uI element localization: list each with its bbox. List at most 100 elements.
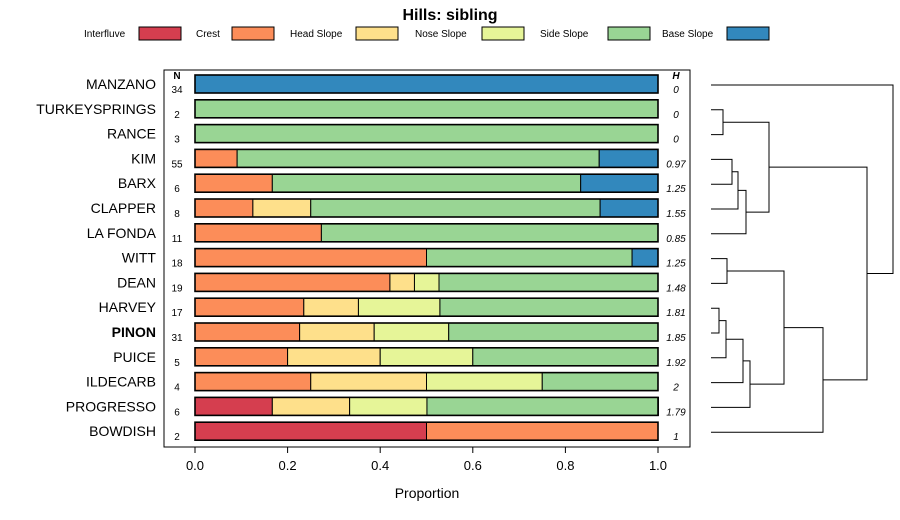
bar-segment-11-4 <box>472 347 659 367</box>
legend-label-5: Base Slope <box>662 29 714 40</box>
x-tick-label-5: 1.0 <box>649 458 667 473</box>
bar-segment-10-4 <box>448 322 659 342</box>
bar-segment-12-4 <box>541 372 659 392</box>
n-value-4: 6 <box>174 184 180 195</box>
legend-label-4: Side Slope <box>540 29 589 40</box>
n-value-9: 17 <box>171 308 183 319</box>
legend: Interfluve Crest Head Slope Nose Slope Side … <box>84 26 770 41</box>
site-label-6: LA FONDA <box>87 225 157 241</box>
plot-area: N H MANZANO 34 0 TURKEYSPRINGS 2 0 RANCE 3 0 KIM 55 0… <box>36 69 691 473</box>
bar-segment-11-2 <box>287 347 381 367</box>
h-value-2: 0 <box>673 135 679 146</box>
bar-segment-13-0 <box>194 396 273 416</box>
bar-segment-6-1 <box>194 223 322 243</box>
n-value-13: 6 <box>174 407 180 418</box>
n-value-0: 34 <box>171 85 183 96</box>
bar-segment-5-2 <box>252 198 312 218</box>
bar-segment-13-2 <box>271 396 351 416</box>
bar-segment-8-4 <box>438 272 659 292</box>
bar-segment-8-2 <box>389 272 415 292</box>
bar-segment-14-0 <box>194 421 427 441</box>
bar-segment-12-1 <box>194 372 312 392</box>
site-label-3: KIM <box>131 150 156 166</box>
n-value-6: 11 <box>172 234 183 245</box>
bar-outline-14 <box>194 421 659 442</box>
bar-outline-0 <box>194 74 659 94</box>
h-value-7: 1.25 <box>666 259 686 270</box>
n-value-3: 55 <box>171 159 183 170</box>
bar-outline-4 <box>194 173 659 193</box>
n-value-12: 4 <box>174 383 180 394</box>
h-value-11: 1.92 <box>666 358 686 369</box>
h-value-14: 1 <box>673 432 679 443</box>
bar-segment-5-4 <box>310 198 601 218</box>
n-value-7: 18 <box>171 259 183 270</box>
h-value-1: 0 <box>673 110 679 121</box>
bar-segment-1-4 <box>194 99 659 119</box>
x-tick-label-2: 0.4 <box>371 458 389 473</box>
h-value-5: 1.55 <box>666 209 686 220</box>
bar-segment-11-1 <box>194 347 289 367</box>
bar-outline-10 <box>194 322 659 342</box>
bar-outline-5 <box>194 198 659 218</box>
h-value-3: 0.97 <box>666 159 686 170</box>
h-value-8: 1.48 <box>666 283 686 294</box>
x-axis-label: Proportion <box>395 485 460 501</box>
bar-segment-3-5 <box>598 148 659 168</box>
site-label-13: PROGRESSO <box>66 398 156 414</box>
bar-segment-4-1 <box>194 173 273 193</box>
site-label-12: ILDECARB <box>86 374 156 390</box>
legend-label-1: Crest <box>196 29 220 40</box>
h-value-9: 1.81 <box>666 308 685 319</box>
bar-segment-8-1 <box>194 272 391 292</box>
h-value-0: 0 <box>673 85 679 96</box>
legend-label-3: Nose Slope <box>415 29 467 40</box>
bar-segment-8-3 <box>413 272 440 292</box>
bar-segment-10-2 <box>299 322 375 342</box>
h-value-10: 1.85 <box>666 333 686 344</box>
legend-swatch-4 <box>607 26 651 41</box>
h-value-4: 1.25 <box>666 184 686 195</box>
legend-label-0: Interfluve <box>84 29 126 40</box>
bar-segment-5-5 <box>599 198 659 218</box>
x-tick-label-4: 0.8 <box>556 458 574 473</box>
bar-segment-12-2 <box>310 372 427 392</box>
n-value-10: 31 <box>171 333 183 344</box>
site-label-10: PINON <box>112 324 156 340</box>
bar-outline-2 <box>194 123 659 144</box>
bar-segment-2-4 <box>194 124 659 144</box>
bar-segment-5-1 <box>194 198 254 218</box>
legend-swatch-0 <box>138 26 182 41</box>
bar-segment-10-3 <box>373 322 450 342</box>
site-label-8: DEAN <box>117 274 156 290</box>
site-label-1: TURKEYSPRINGS <box>36 101 156 117</box>
h-value-6: 0.85 <box>666 234 686 245</box>
h-value-13: 1.79 <box>666 407 686 418</box>
site-label-4: BARX <box>118 175 157 191</box>
site-label-9: HARVEY <box>99 299 157 315</box>
h-header: H <box>672 71 680 82</box>
bar-outline-12 <box>194 371 659 392</box>
x-tick-label-1: 0.2 <box>279 458 297 473</box>
bar-outline-13 <box>194 396 659 417</box>
h-value-12: 2 <box>672 383 679 394</box>
dendrogram-branch-n <box>711 84 894 275</box>
x-tick-label-3: 0.6 <box>464 458 482 473</box>
legend-swatch-2 <box>355 26 399 41</box>
legend-swatch-5 <box>726 26 770 41</box>
site-label-5: CLAPPER <box>91 200 156 216</box>
n-value-8: 19 <box>171 283 183 294</box>
bar-outline-1 <box>194 99 659 119</box>
n-header: N <box>173 71 180 82</box>
n-value-1: 2 <box>174 110 180 121</box>
bar-segment-13-4 <box>426 396 659 416</box>
bar-segment-13-3 <box>349 396 428 416</box>
bar-segment-9-3 <box>357 297 441 317</box>
bar-segment-12-3 <box>426 372 543 392</box>
site-label-0: MANZANO <box>86 76 156 92</box>
bar-segment-4-5 <box>580 173 659 193</box>
site-label-14: BOWDISH <box>89 423 156 439</box>
bar-outline-11 <box>194 346 659 367</box>
site-label-7: WITT <box>122 250 157 266</box>
bar-outline-9 <box>194 297 659 318</box>
